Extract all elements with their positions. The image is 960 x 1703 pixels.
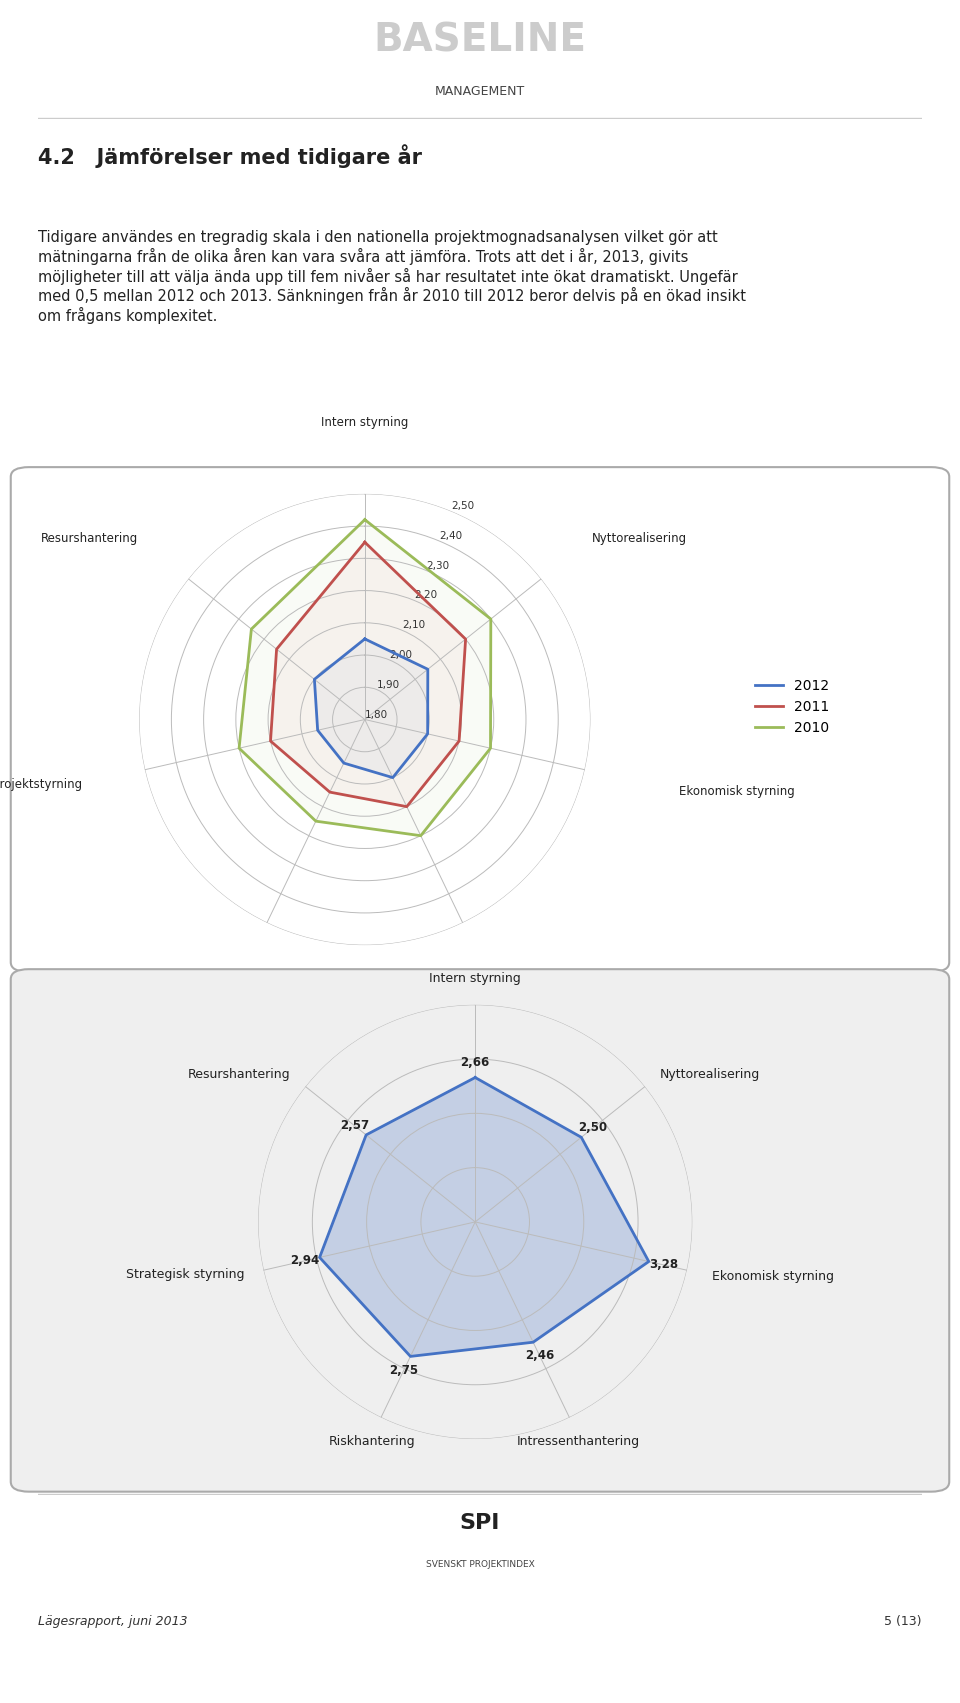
FancyBboxPatch shape <box>11 467 949 972</box>
Text: Nyttorealisering: Nyttorealisering <box>591 531 686 545</box>
Text: 2,57: 2,57 <box>340 1119 369 1132</box>
Text: Intressentanalys: Intressentanalys <box>442 981 540 995</box>
Text: 2,94: 2,94 <box>290 1255 320 1267</box>
Text: Strategisk projektstyrning: Strategisk projektstyrning <box>0 778 82 790</box>
Text: 2,46: 2,46 <box>525 1349 554 1362</box>
Text: MANAGEMENT: MANAGEMENT <box>435 85 525 99</box>
Text: 2013: 2013 <box>407 1020 553 1071</box>
Text: Strategisk styrning: Strategisk styrning <box>126 1269 245 1281</box>
Text: Lägesrapport, juni 2013: Lägesrapport, juni 2013 <box>38 1614 188 1628</box>
Polygon shape <box>271 542 466 807</box>
Legend: 2012, 2011, 2010: 2012, 2011, 2010 <box>750 673 834 741</box>
Text: Intern styrning: Intern styrning <box>429 972 521 986</box>
Text: Nyttorealisering: Nyttorealisering <box>660 1068 760 1081</box>
Polygon shape <box>314 639 428 778</box>
Text: 2,75: 2,75 <box>389 1364 419 1376</box>
Text: Intressenthantering: Intressenthantering <box>516 1436 639 1448</box>
Text: 3,28: 3,28 <box>649 1259 678 1272</box>
Text: Intern styrning: Intern styrning <box>321 417 409 429</box>
Text: Riskhantering: Riskhantering <box>198 981 280 995</box>
Text: 2,50: 2,50 <box>579 1121 608 1134</box>
Text: Tidigare användes en tregradig skala i den nationella projektmognadsanalysen vil: Tidigare användes en tregradig skala i d… <box>38 230 747 324</box>
Polygon shape <box>239 519 491 836</box>
FancyBboxPatch shape <box>11 969 949 1492</box>
Text: BASELINE: BASELINE <box>373 22 587 60</box>
Text: 5 (13): 5 (13) <box>884 1614 922 1628</box>
Polygon shape <box>320 1078 649 1356</box>
Text: SPI: SPI <box>460 1514 500 1533</box>
Text: Ekonomisk styrning: Ekonomisk styrning <box>679 785 795 797</box>
Text: 2,66: 2,66 <box>461 1056 490 1069</box>
Text: 4.2   Jämförelser med tidigare år: 4.2 Jämförelser med tidigare år <box>38 143 422 169</box>
Text: Resurshantering: Resurshantering <box>40 531 138 545</box>
Text: Ekonomisk styrning: Ekonomisk styrning <box>712 1269 834 1282</box>
Text: Resurshantering: Resurshantering <box>187 1068 290 1081</box>
Text: Riskhantering: Riskhantering <box>329 1436 416 1448</box>
Text: SVENSKT PROJEKTINDEX: SVENSKT PROJEKTINDEX <box>425 1560 535 1568</box>
